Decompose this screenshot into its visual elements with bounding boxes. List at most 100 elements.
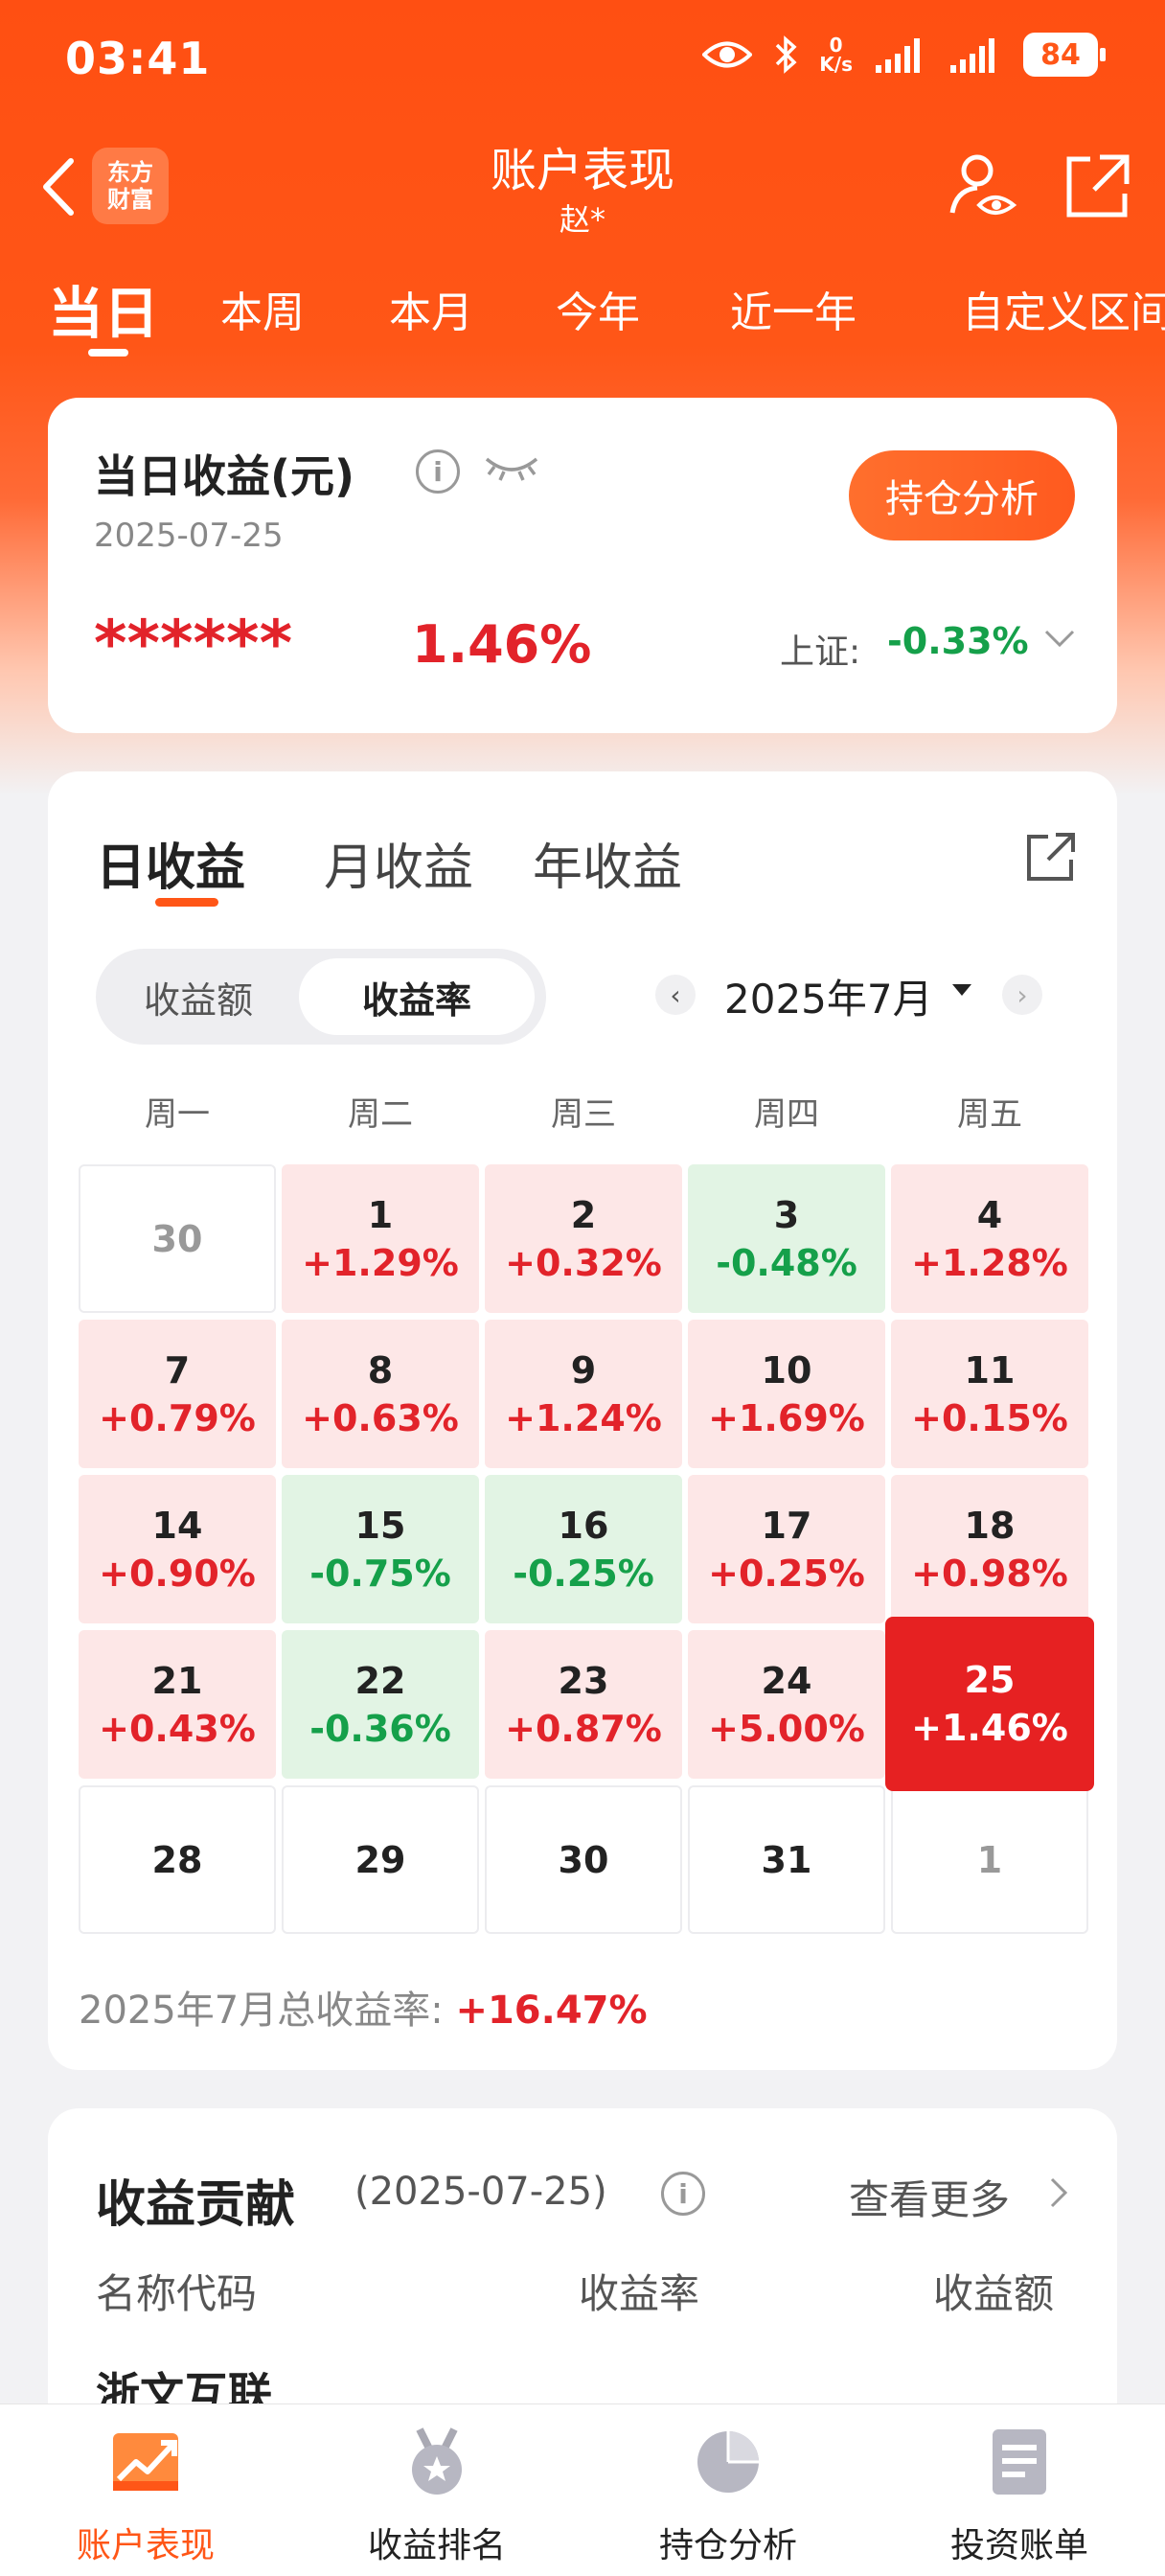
tab-last-year[interactable]: 近一年: [730, 288, 857, 337]
calendar-day-cell[interactable]: 24 +5.00%: [688, 1630, 885, 1779]
calendar-day-number: 1: [367, 1193, 394, 1236]
col-return-rate[interactable]: 收益率: [579, 2270, 700, 2317]
bottom-nav-label: 收益排名: [367, 2526, 506, 2565]
calendar-day-return: +0.79%: [99, 1396, 256, 1439]
share-icon[interactable]: [1062, 150, 1134, 222]
logo-text-1: 东方: [107, 159, 153, 186]
col-return-amount[interactable]: 收益额: [933, 2270, 1055, 2317]
calendar-day-cell[interactable]: 15 -0.75%: [282, 1475, 479, 1623]
amount-rate-toggle: 收益额 收益率: [96, 949, 546, 1045]
bottom-nav-profit-ranking[interactable]: 收益排名: [291, 2404, 582, 2576]
calendar-day-number: 30: [151, 1217, 203, 1260]
calendar-day-cell[interactable]: 30: [79, 1164, 276, 1313]
prev-month-icon[interactable]: ‹: [655, 975, 696, 1015]
bottom-nav-account-performance[interactable]: 账户表现: [0, 2404, 291, 2576]
col-name-code: 名称代码: [96, 2270, 258, 2317]
pie-chart-icon: [697, 2431, 759, 2493]
contribution-date: (2025-07-25): [354, 2170, 607, 2214]
tab-today[interactable]: 当日: [48, 281, 160, 346]
calendar-day-number: 7: [164, 1348, 191, 1392]
view-more-link[interactable]: 查看更多: [849, 2176, 1011, 2223]
chevron-right-icon[interactable]: [1044, 2174, 1073, 2212]
calendar-day-cell[interactable]: 10 +1.69%: [688, 1320, 885, 1468]
calendar-day-number: 17: [761, 1504, 812, 1547]
back-icon[interactable]: [34, 153, 82, 220]
export-icon[interactable]: [1021, 829, 1079, 886]
net-speed-value: 0: [829, 34, 843, 57]
eye-status-icon: [702, 41, 753, 68]
calendar-day-number: 29: [354, 1838, 406, 1881]
info-icon[interactable]: i: [661, 2172, 705, 2216]
battery-icon: 84: [1023, 33, 1106, 77]
calendar-day-cell[interactable]: 28: [79, 1785, 276, 1934]
net-speed: 0 K/s: [819, 35, 853, 74]
calendar-day-cell[interactable]: 3 -0.48%: [688, 1164, 885, 1313]
calendar-day-cell[interactable]: 7 +0.79%: [79, 1320, 276, 1468]
period-tabs: 当日 本周 本月 今年 近一年 自定义区间: [0, 268, 1165, 374]
calendar-day-cell[interactable]: 11 +0.15%: [891, 1320, 1088, 1468]
month-selector[interactable]: 2025年7月: [724, 976, 933, 1023]
calendar-day-cell[interactable]: 1: [891, 1785, 1088, 1934]
tab-this-year[interactable]: 今年: [556, 288, 640, 337]
calendar-day-return: +0.25%: [708, 1552, 865, 1595]
account-name: 赵*: [559, 201, 605, 238]
tab-monthly-profit[interactable]: 月收益: [324, 840, 474, 897]
bottom-nav-holdings-analysis[interactable]: 持仓分析: [582, 2404, 874, 2576]
bottom-nav-label: 持仓分析: [658, 2526, 797, 2565]
calendar-day-number: 4: [976, 1193, 1003, 1236]
tab-this-month[interactable]: 本月: [389, 288, 473, 337]
bottom-nav-investment-bill[interactable]: 投资账单: [874, 2404, 1165, 2576]
calendar-day-number: 11: [964, 1348, 1016, 1392]
month-total-value: +16.47%: [455, 1989, 648, 2033]
calendar-day-cell[interactable]: 9 +1.24%: [485, 1320, 682, 1468]
calendar-day-cell[interactable]: 4 +1.28%: [891, 1164, 1088, 1313]
calendar-day-return: +1.69%: [708, 1396, 865, 1439]
calendar-day-cell[interactable]: 17 +0.25%: [688, 1475, 885, 1623]
calendar-day-cell[interactable]: 18 +0.98%: [891, 1475, 1088, 1623]
profit-calendar-card: 日收益 月收益 年收益 收益额 收益率 ‹ 2025年7月 › 周一 周二 周三…: [48, 771, 1117, 2070]
next-month-icon[interactable]: ›: [1002, 975, 1042, 1015]
tab-this-week[interactable]: 本周: [220, 288, 305, 337]
calendar-day-cell[interactable]: 29: [282, 1785, 479, 1934]
battery-level: 84: [1040, 37, 1081, 72]
calendar-day-number: 16: [558, 1504, 609, 1547]
info-icon[interactable]: i: [416, 449, 460, 494]
calendar-day-cell[interactable]: 21 +0.43%: [79, 1630, 276, 1779]
calendar-day-cell[interactable]: 30: [485, 1785, 682, 1934]
toggle-rate[interactable]: 收益率: [299, 958, 535, 1035]
weekday-label: 周二: [348, 1095, 413, 1134]
document-icon: [993, 2429, 1046, 2495]
daily-return-rate: 1.46%: [412, 614, 592, 675]
user-privacy-icon[interactable]: [947, 150, 1019, 222]
chevron-down-icon[interactable]: [1040, 620, 1079, 658]
calendar-day-return: +0.87%: [505, 1707, 662, 1750]
tab-daily-profit[interactable]: 日收益: [96, 840, 246, 897]
calendar-day-cell[interactable]: 2 +0.32%: [485, 1164, 682, 1313]
calendar-day-cell[interactable]: 31: [688, 1785, 885, 1934]
calendar-day-cell[interactable]: 1 +1.29%: [282, 1164, 479, 1313]
tab-yearly-profit[interactable]: 年收益: [533, 840, 683, 897]
signal-2-icon: [950, 38, 994, 73]
hide-amount-icon[interactable]: [483, 448, 540, 486]
calendar-day-cell[interactable]: 8 +0.63%: [282, 1320, 479, 1468]
calendar-day-number: 8: [367, 1348, 394, 1392]
weekday-label: 周一: [145, 1095, 210, 1134]
calendar-day-cell[interactable]: 22 -0.36%: [282, 1630, 479, 1779]
summary-date: 2025-07-25: [94, 517, 284, 555]
calendar-day-number: 28: [151, 1838, 203, 1881]
calendar-day-cell[interactable]: 23 +0.87%: [485, 1630, 682, 1779]
month-total-label: 2025年7月总收益率:: [79, 1989, 444, 2033]
bottom-nav: 账户表现 收益排名 持仓分析 投资账单: [0, 2404, 1165, 2576]
toggle-amount[interactable]: 收益额: [143, 978, 253, 1022]
bluetooth-icon: [776, 35, 797, 74]
index-label: 上证:: [780, 632, 861, 672]
calendar-day-cell[interactable]: 16 -0.25%: [485, 1475, 682, 1623]
calendar-day-cell[interactable]: 25 +1.46%: [885, 1617, 1094, 1791]
caret-down-icon[interactable]: [952, 984, 971, 996]
tab-custom-range[interactable]: 自定义区间: [962, 288, 1165, 337]
app-logo[interactable]: 东方 财富: [92, 148, 169, 224]
calendar-day-number: 1: [976, 1838, 1003, 1881]
holdings-analysis-button[interactable]: 持仓分析: [849, 450, 1075, 540]
weekday-header: 周一 周二 周三 周四 周五: [79, 1088, 1086, 1136]
calendar-day-cell[interactable]: 14 +0.90%: [79, 1475, 276, 1623]
